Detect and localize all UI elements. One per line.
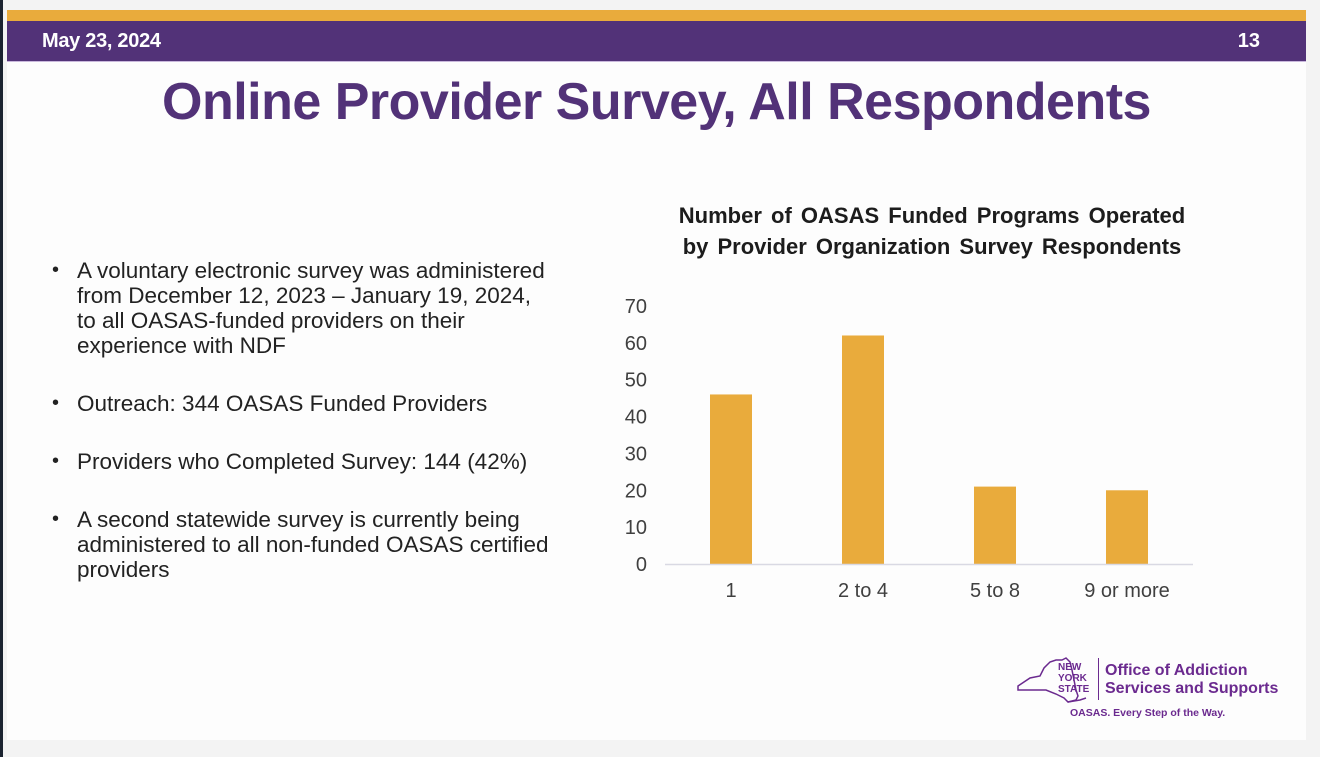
- y-tick-label: 70: [625, 296, 647, 318]
- y-tick-label: 20: [625, 480, 647, 502]
- bullet-text: Providers who Completed Survey: 144 (42%…: [77, 449, 528, 474]
- bullet-item: • Outreach: 344 OASAS Funded Providers: [52, 391, 552, 416]
- bar: [1106, 490, 1148, 564]
- bullet-text: A second statewide survey is currently b…: [77, 507, 549, 582]
- x-tick-label: 1: [725, 580, 736, 602]
- y-tick-label: 50: [625, 370, 647, 392]
- logo-tagline: OASAS. Every Step of the Way.: [1070, 707, 1226, 719]
- slide-number: 13: [1237, 30, 1260, 52]
- oasas-logo: NEW YORK STATE Office of Addiction Servi…: [1010, 654, 1290, 724]
- bullet-item: • Providers who Completed Survey: 144 (42…: [52, 449, 552, 474]
- bullet-icon: •: [52, 450, 60, 472]
- x-tick-label: 9 or more: [1084, 580, 1170, 602]
- window-bottom-frame: [7, 740, 1320, 757]
- new-york-state-outline-icon: NEW YORK STATE: [1017, 657, 1090, 703]
- slide-date: May 23, 2024: [42, 30, 161, 52]
- bullet-icon: •: [52, 508, 60, 530]
- chart-title-line: by Provider Organization Survey Responde…: [682, 234, 1182, 259]
- bullet-text: A voluntary electronic survey was admini…: [77, 258, 545, 358]
- bar: [710, 394, 752, 564]
- y-tick-label: 30: [625, 443, 647, 465]
- bar: [974, 486, 1016, 564]
- logo-org-name: Office of Addiction Services and Support…: [1105, 662, 1278, 698]
- bullet-item: • A voluntary electronic survey was admin…: [52, 258, 552, 358]
- y-tick-label: 60: [625, 333, 647, 355]
- y-tick-label: 10: [625, 517, 647, 539]
- window-edge: [0, 0, 3, 757]
- y-tick-label: 40: [625, 407, 647, 429]
- logo-divider: [1098, 658, 1099, 700]
- bar: [842, 335, 884, 564]
- x-tick-label: 5 to 8: [970, 580, 1020, 602]
- header-accent-band: [7, 10, 1306, 21]
- y-tick-label: 0: [636, 554, 647, 576]
- slide: May 23, 2024 13 Online Provider Survey, …: [7, 10, 1306, 740]
- x-tick-label: 2 to 4: [838, 580, 888, 602]
- bullet-text: Outreach: 344 OASAS Funded Providers: [77, 391, 488, 416]
- header-band: May 23, 2024 13: [7, 21, 1306, 62]
- bullet-icon: •: [52, 392, 60, 414]
- logo-org-line: Office of Addiction: [1105, 662, 1248, 679]
- bullet-icon: •: [52, 259, 60, 281]
- bullet-list: • A voluntary electronic survey was admin…: [52, 258, 552, 615]
- chart-title-line: Number of OASAS Funded Programs Operated: [678, 203, 1186, 228]
- bullet-item: • A second statewide survey is currently …: [52, 507, 552, 582]
- slide-title: Online Provider Survey, All Respondents: [162, 73, 1151, 131]
- logo-state-line: YORK: [1058, 673, 1088, 684]
- chart-title: Number of OASAS Funded Programs Operated…: [612, 200, 1252, 262]
- logo-state-line: STATE: [1058, 684, 1090, 695]
- logo-state-line: NEW: [1058, 662, 1082, 673]
- logo-org-line: Services and Supports: [1105, 680, 1279, 697]
